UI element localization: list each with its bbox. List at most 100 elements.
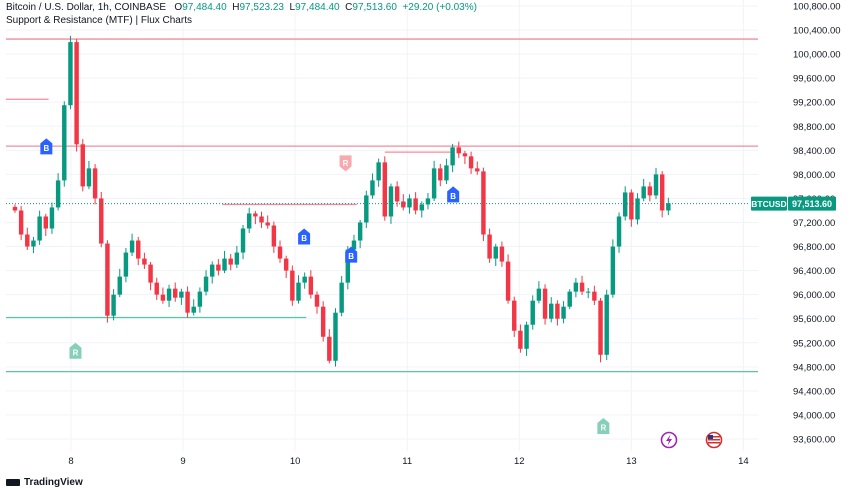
candle-body [18, 210, 24, 235]
candle-body [339, 282, 344, 313]
candle-body [425, 198, 431, 205]
candle-body [49, 207, 55, 229]
high-key: H [232, 2, 240, 13]
price-axis[interactable]: 93,600.00 94,000.00 94,400.00 94,800.00 95,2… [793, 2, 841, 446]
symbol-description: Bitcoin / U.S. Dollar, 1h, COINBASE [6, 2, 167, 13]
x-tick-label: 9 [180, 456, 185, 467]
candle-body [610, 246, 616, 295]
candle-body [468, 156, 474, 169]
candle-body [579, 282, 585, 292]
signal-marker-shape [447, 186, 460, 203]
candle-body [351, 240, 357, 250]
candle-body [111, 294, 116, 316]
candle-body [148, 264, 153, 283]
candle-body [55, 180, 61, 208]
signal-marker-r[interactable]: R [597, 417, 610, 434]
x-tick-label: 10 [290, 456, 301, 467]
candle-body [277, 246, 283, 259]
candle-body [216, 264, 221, 271]
signal-marker-shape [69, 342, 82, 359]
signal-marker-label: B [348, 252, 354, 261]
signal-marker-label: R [343, 159, 349, 168]
flash-icon[interactable] [660, 431, 678, 449]
candle-body [481, 171, 486, 235]
candle-body [635, 198, 640, 220]
candle-body [388, 186, 394, 217]
candle-body [542, 288, 548, 319]
candle-body [240, 228, 246, 253]
candle-body [37, 216, 42, 241]
tradingview-wordmark: TradingView [24, 477, 83, 488]
candle-body [364, 195, 369, 223]
candle-body [407, 198, 412, 208]
candle-body [659, 174, 665, 211]
candle-body [154, 282, 159, 295]
candle-body [450, 147, 455, 166]
candle-body [487, 234, 492, 259]
candle-body [524, 324, 529, 349]
signal-marker-r[interactable]: R [69, 342, 82, 359]
candle-body [653, 174, 659, 196]
candle-body [505, 261, 511, 301]
low-key: L [289, 2, 296, 13]
signal-marker-b[interactable]: B [298, 228, 311, 245]
signal-marker-b[interactable]: B [345, 246, 358, 263]
candle-body [265, 222, 270, 226]
candle-body [444, 165, 449, 181]
indicator-legend[interactable]: Support & Resistance (MTF) | Flux Charts [6, 15, 192, 26]
candle-body [160, 294, 166, 301]
y-tick-label: 96,000.00 [793, 290, 835, 301]
y-tick-label: 99,600.00 [793, 74, 835, 85]
candle-body [253, 213, 258, 217]
last-price-line: BTCUSD 97,513.60 [6, 196, 836, 211]
y-tick-label: 96,400.00 [793, 266, 835, 277]
signal-marker-shape [597, 417, 610, 434]
candle-body [512, 300, 517, 331]
candle-body [530, 300, 535, 325]
us-flag-icon[interactable] [705, 431, 723, 449]
candles [12, 35, 671, 367]
candle-body [228, 258, 233, 265]
tradingview-logo[interactable]: TradingView [6, 477, 83, 488]
candle-body [616, 216, 622, 247]
signal-marker-shape [298, 228, 311, 245]
change-value: +29.20 (+0.03%) [402, 2, 477, 13]
chart-grid [6, 0, 758, 451]
y-tick-label: 96,800.00 [793, 242, 835, 253]
candle-body [604, 294, 609, 355]
high-value: 97,523.23 [239, 2, 284, 13]
candle-body [382, 162, 388, 217]
signal-marker-shape [345, 246, 358, 263]
candle-body [68, 42, 73, 106]
candle-body [314, 294, 320, 307]
candle-body [431, 168, 437, 199]
signal-marker-r[interactable]: R [339, 155, 352, 172]
candle-body [25, 234, 30, 247]
y-tick-label: 94,400.00 [793, 386, 835, 397]
candle-body [86, 168, 92, 187]
signal-marker-label: B [450, 192, 456, 201]
y-tick-label: 99,200.00 [793, 98, 835, 109]
candle-body [271, 225, 277, 247]
candle-body [320, 306, 326, 337]
close-key: C [345, 2, 353, 13]
candle-body [518, 330, 523, 349]
y-tick-label: 95,600.00 [793, 314, 835, 325]
y-tick-label: 98,400.00 [793, 146, 835, 157]
signal-marker-shape [40, 138, 53, 155]
candle-body [234, 252, 240, 265]
signal-marker-b[interactable]: B [40, 138, 53, 155]
candle-body [666, 203, 671, 211]
candle-body [394, 186, 400, 202]
candle-body [246, 213, 252, 229]
candle-body [376, 162, 381, 181]
time-axis[interactable]: 8 9 10 11 12 13 14 [68, 456, 748, 467]
candle-body [629, 192, 634, 220]
close-value: 97,513.60 [352, 2, 397, 13]
signal-marker-b[interactable]: B [447, 186, 460, 203]
candle-body [413, 198, 418, 211]
y-tick-label: 97,200.00 [793, 218, 835, 229]
candle-body [136, 240, 141, 259]
x-tick-label: 12 [514, 456, 525, 467]
